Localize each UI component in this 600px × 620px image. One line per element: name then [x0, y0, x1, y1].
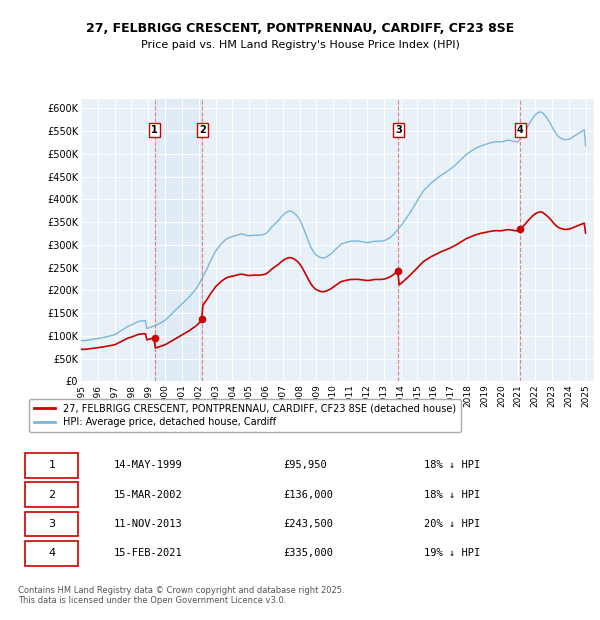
- Text: 4: 4: [48, 548, 55, 558]
- Text: £136,000: £136,000: [283, 490, 333, 500]
- Text: 15-FEB-2021: 15-FEB-2021: [114, 548, 182, 558]
- Text: 1: 1: [151, 125, 158, 135]
- Text: 19% ↓ HPI: 19% ↓ HPI: [424, 548, 481, 558]
- Text: 18% ↓ HPI: 18% ↓ HPI: [424, 460, 481, 471]
- Text: 27, FELBRIGG CRESCENT, PONTPRENNAU, CARDIFF, CF23 8SE: 27, FELBRIGG CRESCENT, PONTPRENNAU, CARD…: [86, 22, 514, 35]
- Text: 2: 2: [48, 490, 55, 500]
- Text: 14-MAY-1999: 14-MAY-1999: [114, 460, 182, 471]
- Text: 3: 3: [49, 519, 55, 529]
- Text: 1: 1: [49, 460, 55, 471]
- Text: 4: 4: [517, 125, 524, 135]
- Text: £243,500: £243,500: [283, 519, 333, 529]
- Text: 18% ↓ HPI: 18% ↓ HPI: [424, 490, 481, 500]
- FancyBboxPatch shape: [25, 541, 79, 565]
- FancyBboxPatch shape: [25, 482, 79, 507]
- Bar: [155, 99, 202, 381]
- Text: £95,950: £95,950: [283, 460, 327, 471]
- Legend: 27, FELBRIGG CRESCENT, PONTPRENNAU, CARDIFF, CF23 8SE (detached house), HPI: Ave: 27, FELBRIGG CRESCENT, PONTPRENNAU, CARD…: [29, 399, 461, 432]
- Text: 2: 2: [199, 125, 206, 135]
- Text: 20% ↓ HPI: 20% ↓ HPI: [424, 519, 481, 529]
- Text: £335,000: £335,000: [283, 548, 333, 558]
- Text: 3: 3: [395, 125, 402, 135]
- Text: 11-NOV-2013: 11-NOV-2013: [114, 519, 182, 529]
- FancyBboxPatch shape: [25, 453, 79, 478]
- Text: Price paid vs. HM Land Registry's House Price Index (HPI): Price paid vs. HM Land Registry's House …: [140, 40, 460, 50]
- Text: Contains HM Land Registry data © Crown copyright and database right 2025.
This d: Contains HM Land Registry data © Crown c…: [18, 586, 344, 605]
- FancyBboxPatch shape: [25, 512, 79, 536]
- Text: 15-MAR-2002: 15-MAR-2002: [114, 490, 182, 500]
